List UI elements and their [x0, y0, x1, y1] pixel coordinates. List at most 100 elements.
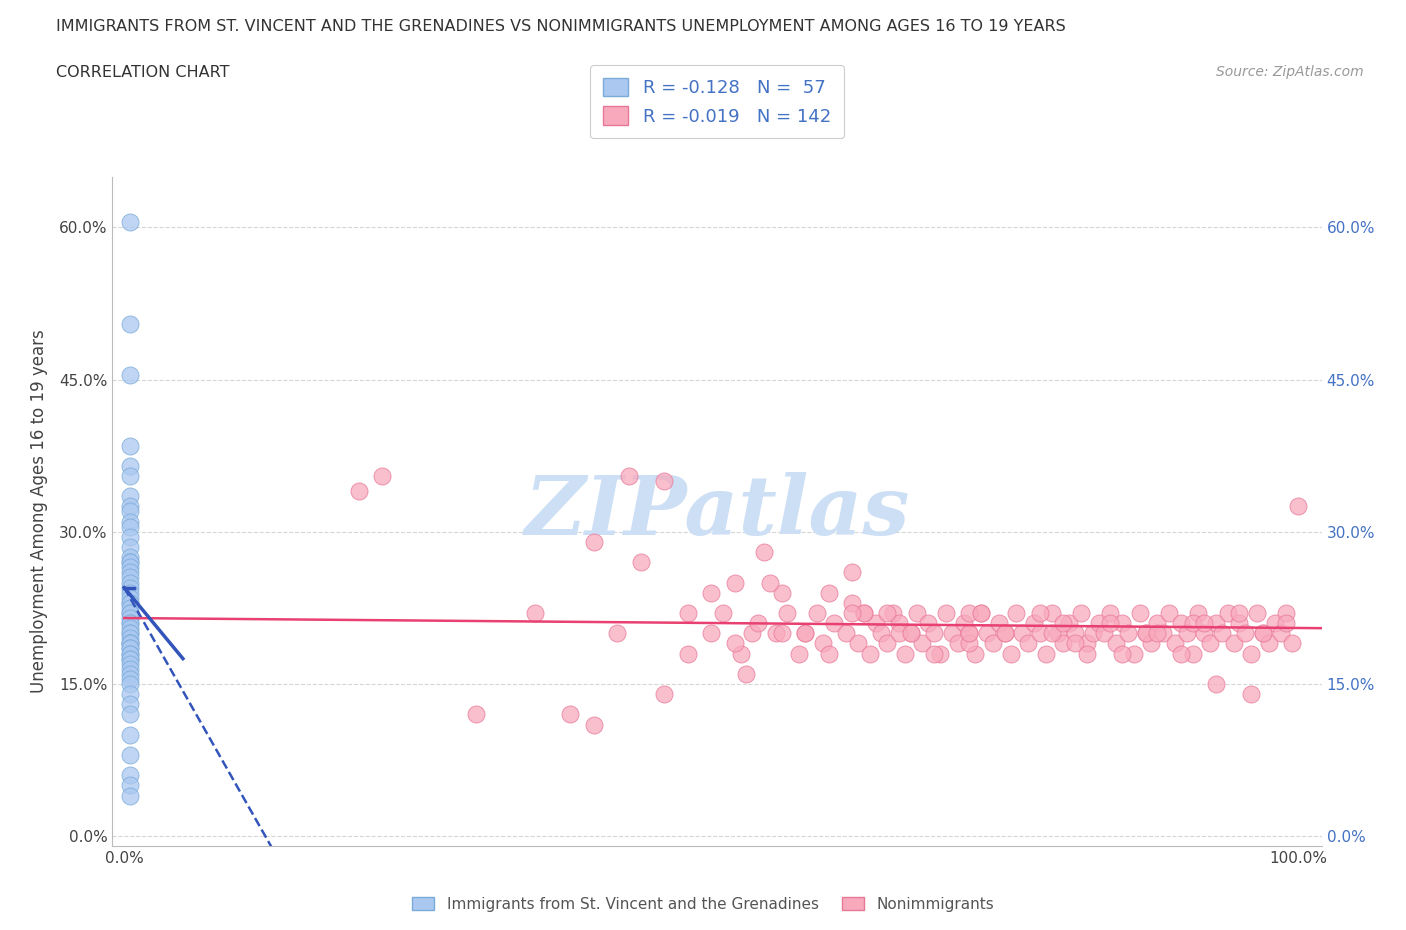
- Point: [120, 529, 142, 544]
- Point: [841, 565, 863, 579]
- Point: [524, 605, 547, 620]
- Point: [917, 616, 939, 631]
- Point: [1064, 636, 1087, 651]
- Point: [120, 611, 142, 626]
- Text: Source: ZipAtlas.com: Source: ZipAtlas.com: [1216, 65, 1364, 79]
- Point: [120, 550, 142, 565]
- Point: [1116, 626, 1139, 641]
- Point: [120, 641, 142, 656]
- Point: [120, 215, 142, 230]
- Text: ZIPatlas: ZIPatlas: [524, 472, 910, 551]
- Point: [700, 626, 723, 641]
- Point: [887, 616, 910, 631]
- Point: [1164, 636, 1187, 651]
- Point: [120, 367, 142, 382]
- Point: [582, 535, 605, 550]
- Point: [676, 646, 699, 661]
- Point: [776, 605, 799, 620]
- Point: [1052, 636, 1074, 651]
- Point: [120, 778, 142, 793]
- Point: [120, 504, 142, 519]
- Point: [120, 469, 142, 484]
- Point: [630, 555, 652, 570]
- Point: [120, 651, 142, 666]
- Point: [1146, 626, 1168, 641]
- Point: [852, 605, 875, 620]
- Point: [1234, 626, 1257, 641]
- Point: [120, 671, 142, 686]
- Point: [1222, 636, 1244, 651]
- Point: [1140, 636, 1163, 651]
- Point: [970, 605, 993, 620]
- Point: [1194, 626, 1216, 641]
- Point: [1076, 646, 1098, 661]
- Point: [120, 539, 142, 554]
- Point: [1251, 626, 1274, 641]
- Point: [859, 646, 882, 661]
- Point: [1011, 626, 1033, 641]
- Point: [120, 519, 142, 534]
- Point: [120, 626, 142, 641]
- Point: [347, 484, 370, 498]
- Point: [952, 616, 974, 631]
- Point: [617, 469, 640, 484]
- Point: [1229, 616, 1251, 631]
- Point: [120, 667, 142, 682]
- Point: [120, 555, 142, 570]
- Point: [887, 626, 910, 641]
- Point: [120, 646, 142, 661]
- Point: [770, 585, 793, 600]
- Point: [959, 605, 981, 620]
- Point: [794, 626, 817, 641]
- Point: [1205, 616, 1227, 631]
- Point: [1170, 616, 1192, 631]
- Point: [1076, 636, 1098, 651]
- Point: [787, 646, 810, 661]
- Point: [941, 626, 963, 641]
- Point: [1094, 626, 1116, 641]
- Point: [929, 646, 952, 661]
- Point: [1146, 616, 1168, 631]
- Point: [976, 626, 998, 641]
- Point: [120, 591, 142, 605]
- Point: [959, 626, 981, 641]
- Point: [1187, 605, 1209, 620]
- Point: [752, 545, 775, 560]
- Point: [900, 626, 922, 641]
- Point: [1152, 626, 1174, 641]
- Point: [120, 686, 142, 701]
- Point: [120, 560, 142, 575]
- Point: [120, 620, 142, 635]
- Point: [1275, 605, 1298, 620]
- Point: [1286, 499, 1309, 514]
- Point: [1251, 626, 1274, 641]
- Point: [120, 657, 142, 671]
- Point: [120, 438, 142, 453]
- Point: [1087, 616, 1109, 631]
- Point: [876, 636, 898, 651]
- Point: [1040, 605, 1063, 620]
- Point: [120, 788, 142, 803]
- Point: [120, 626, 142, 641]
- Point: [1017, 636, 1039, 651]
- Point: [865, 616, 887, 631]
- Point: [1040, 626, 1063, 641]
- Point: [965, 646, 987, 661]
- Point: [1281, 636, 1303, 651]
- Point: [120, 605, 142, 620]
- Point: [987, 616, 1010, 631]
- Point: [841, 605, 863, 620]
- Point: [823, 616, 845, 631]
- Point: [1275, 616, 1298, 631]
- Point: [1181, 616, 1204, 631]
- Point: [120, 631, 142, 645]
- Point: [1257, 636, 1279, 651]
- Legend: Immigrants from St. Vincent and the Grenadines, Nonimmigrants: Immigrants from St. Vincent and the Gren…: [405, 890, 1001, 918]
- Text: IMMIGRANTS FROM ST. VINCENT AND THE GRENADINES VS NONIMMIGRANTS UNEMPLOYMENT AMO: IMMIGRANTS FROM ST. VINCENT AND THE GREN…: [56, 19, 1066, 33]
- Point: [120, 676, 142, 691]
- Point: [1175, 626, 1198, 641]
- Point: [676, 605, 699, 620]
- Point: [120, 489, 142, 504]
- Point: [700, 585, 723, 600]
- Point: [1029, 605, 1052, 620]
